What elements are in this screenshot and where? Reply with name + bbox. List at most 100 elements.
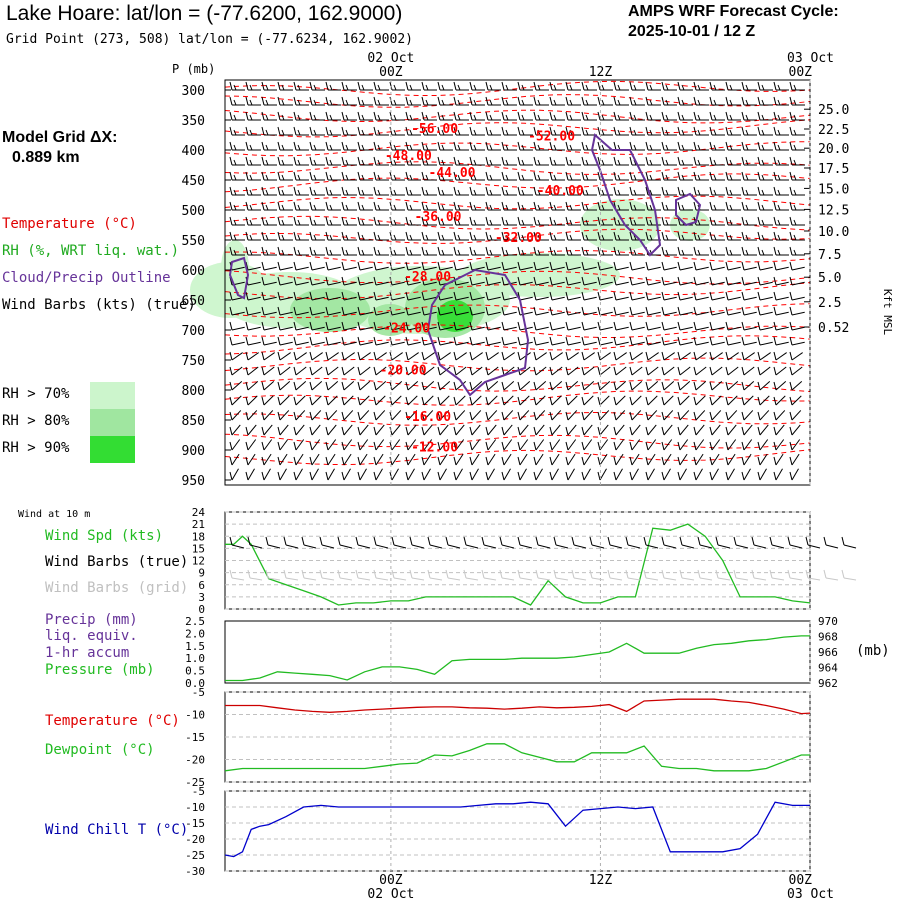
wind-barb-561 (613, 126, 629, 136)
wind-barb-shaft-1765 (247, 266, 261, 271)
wind-barb-flag-40 (249, 84, 253, 91)
wind-barb-1241 (453, 201, 469, 211)
temp-contour-21 (224, 250, 811, 264)
wind-barb-shaft-2683 (535, 381, 547, 391)
wind-barb-flag-508 (393, 129, 397, 136)
wind-barb-1770 (277, 261, 293, 271)
wind-barb-1209 (325, 201, 341, 211)
wind-barb-2280 (693, 321, 709, 331)
wind-barb-2049 (613, 291, 629, 301)
wind-barb-2166 (661, 306, 677, 316)
wind-barb-1625 (261, 246, 277, 256)
wind-barb-flag-1970 (757, 276, 761, 286)
wind-barb-1851 (709, 261, 725, 271)
wind-barb-flag-1668 (425, 249, 429, 256)
wind-barb-shaft-3103 (471, 439, 481, 451)
wind-barb-flag-1595 (709, 231, 713, 241)
wind-barb-flag-2483 (613, 351, 617, 361)
wind-barb-1677 (469, 246, 485, 256)
wind-barb-149 (693, 81, 709, 91)
wind-barb-shaft-2824 (711, 395, 722, 406)
wind-barb-shaft-1816 (519, 266, 533, 271)
surface-barb-3571 (499, 536, 515, 549)
wind-barb-flag-848 (601, 159, 605, 166)
wind-barb-849 (613, 156, 629, 166)
wind-barb-flag-1832 (597, 261, 601, 271)
wind-barb-shaft-1897 (375, 281, 389, 286)
wind-barb-flag-1172 (745, 189, 749, 196)
wind-barb-1926 (533, 276, 549, 286)
wind-barb-flag-1164 (713, 189, 717, 196)
wind-barb-shaft-2227 (407, 326, 421, 331)
wind-barb-2745 (293, 395, 306, 406)
wind-barb-913 (293, 171, 309, 181)
wind-barb-flag-2603 (677, 366, 681, 376)
wind-barb-flag-1751 (757, 246, 761, 256)
wind-barb-flag-96 (473, 84, 477, 91)
wind-barb-2652 (373, 381, 387, 391)
grid-barb-shaft-3599 (573, 577, 587, 581)
wind-barb-flag-1572 (617, 234, 621, 241)
wind-barb-2754 (341, 395, 354, 406)
wind-barb-shaft-2884 (455, 410, 466, 421)
wind-barb-flag-3254 (693, 456, 697, 466)
wind-barb-flag-1036 (777, 174, 781, 181)
wind-barb-flag-375 (437, 111, 441, 121)
wind-barb-2871 (389, 410, 402, 421)
wind-barb-flag-1327 (789, 201, 793, 211)
wind-barb-flag-1351 (309, 216, 313, 226)
grid-barb-flag-3552 (427, 569, 431, 579)
wind-barb-shaft-2608 (711, 366, 723, 376)
wind-barb-flag-2552 (405, 366, 409, 376)
wind-barb-461 (789, 111, 805, 121)
wind-barb-shaft-3013 (567, 424, 577, 436)
grid-barb-3538 (391, 569, 407, 581)
wind-barb-shaft-2938 (743, 410, 754, 421)
wind-barb-flag-487 (309, 126, 313, 136)
wind-barb-shaft-2077 (759, 296, 773, 301)
wind-barb-flag-1916 (469, 276, 473, 286)
grid-barb-3580 (517, 569, 533, 581)
wind-barb-3327 (517, 468, 527, 481)
wind-barb-3213 (485, 453, 496, 466)
wind-barb-flag-136 (633, 84, 637, 91)
wind-barb-1465 (773, 216, 789, 226)
wind-barb-2154 (597, 306, 613, 316)
wind-barb-flag-263 (565, 96, 569, 106)
wind-barb-shaft-2773 (439, 395, 450, 406)
wind-barb-flag-783 (341, 156, 345, 166)
wind-barb-2691 (581, 381, 595, 391)
wind-barb-flag-2870 (373, 411, 377, 421)
wind-barb-shaft-2257 (567, 326, 581, 331)
wind-barb-3345 (613, 468, 623, 481)
grid-barb-3502 (283, 569, 299, 581)
wind-barb-shaft-2512 (775, 352, 787, 361)
wind-barb-flag-999 (629, 171, 633, 181)
surface-barb-flag-3639 (697, 536, 701, 546)
wind-barb-shaft-2290 (743, 326, 757, 331)
wind-barb-shaft-1900 (391, 281, 405, 286)
wind-barb-flag-1656 (377, 249, 381, 256)
wind-barb-flag-1635 (293, 246, 297, 256)
wind-barb-flag-1336 (249, 219, 253, 226)
wind-barb-flag-2429 (325, 351, 329, 361)
wind-barb-2010 (405, 291, 421, 301)
wind-barb-shaft-1885 (311, 281, 325, 286)
wind-barb-shaft-2080 (775, 296, 789, 301)
wind-barb-flag-2570 (501, 366, 505, 376)
wind-barb-2289 (741, 321, 757, 331)
wind-barb-shaft-2143 (535, 311, 549, 316)
wind-barb-1669 (437, 246, 453, 256)
wind-barb-2076 (757, 291, 773, 301)
wind-barb-flag-3356 (661, 471, 665, 481)
grid-barb-3550 (427, 569, 443, 581)
wind-barb-325 (245, 111, 261, 121)
wind-barb-flag-1811 (485, 261, 489, 271)
wind-barb-233 (453, 96, 469, 106)
wind-barb-flag-1496 (313, 234, 317, 241)
wind-barb-shaft-1903 (407, 281, 421, 286)
wind-barb-3072 (309, 439, 321, 451)
wind-barb-flag-2051 (613, 291, 617, 301)
wind-barb-shaft-2734 (231, 395, 242, 406)
wind-barb-flag-584 (697, 129, 701, 136)
